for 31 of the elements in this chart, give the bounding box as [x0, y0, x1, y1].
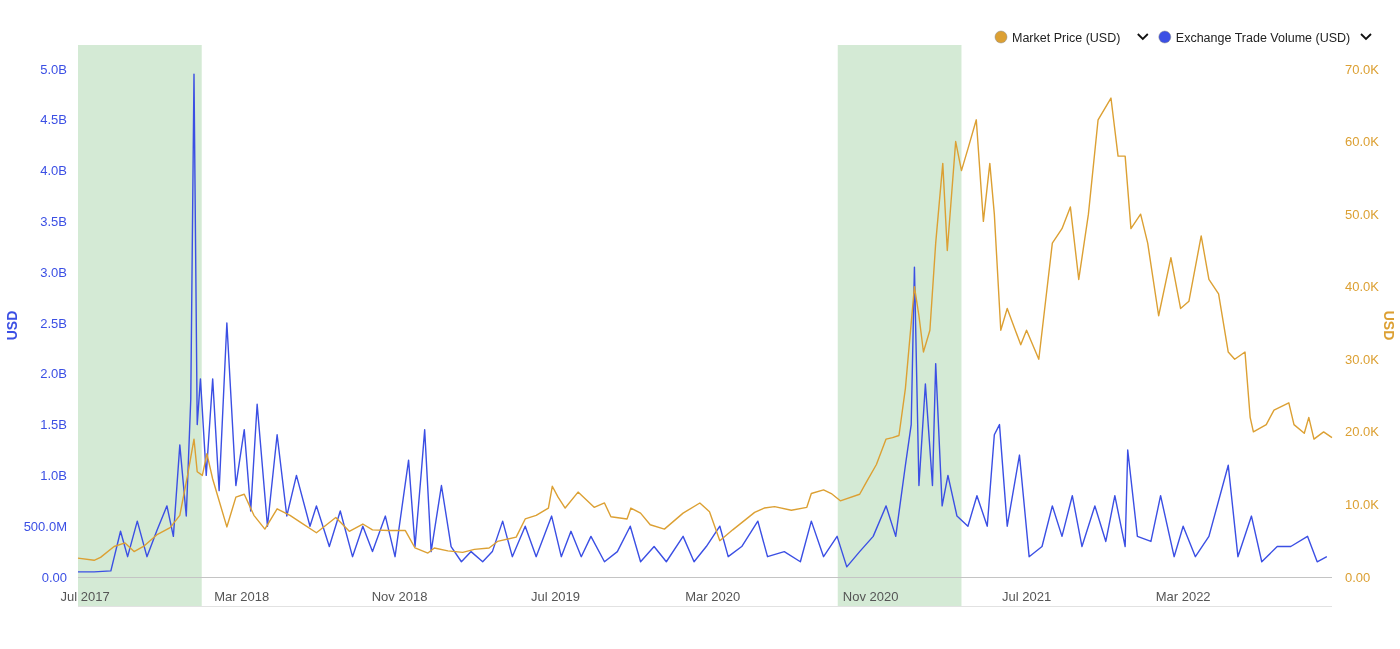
y-axis-title: USD [4, 310, 20, 341]
y2-tick-label: 20.0K [1345, 424, 1380, 440]
y-tick-label: 4.0B [40, 163, 67, 179]
y2-tick-label: 30.0K [1345, 351, 1380, 367]
y-tick-label: 4.5B [40, 112, 67, 128]
y2-tick-label: 0.00 [1345, 569, 1371, 585]
legend-label: Market Price (USD) [1012, 31, 1121, 45]
y2-tick-label: 40.0K [1345, 279, 1380, 295]
x-tick-label: Nov 2020 [842, 589, 899, 604]
x-tick-label: Mar 2018 [214, 589, 270, 604]
x-tick-label: Nov 2018 [371, 589, 428, 604]
y-tick-label: 500.0M [23, 518, 67, 534]
y2-tick-label: 10.0K [1345, 496, 1380, 512]
y2-tick-label: 50.0K [1345, 206, 1380, 222]
y-tick-label: 3.0B [40, 264, 67, 280]
y-tick-label: 1.0B [40, 467, 67, 483]
y-tick-label: 2.0B [40, 366, 67, 382]
y-tick-label: 1.5B [40, 417, 67, 433]
y-tick-label: 2.5B [40, 315, 67, 331]
x-tick-label: Mar 2022 [1155, 589, 1211, 604]
x-tick-label: Jul 2019 [530, 589, 581, 604]
x-tick-label: Jul 2021 [1001, 589, 1052, 604]
x-tick-label: Jul 2017 [60, 589, 110, 604]
y2-tick-label: 70.0K [1345, 61, 1380, 77]
y2-axis-title: USD [1381, 310, 1397, 341]
x-tick-label: Mar 2020 [685, 589, 741, 604]
y-tick-label: 3.5B [40, 213, 67, 229]
y-tick-label: 0.00 [41, 569, 67, 585]
legend-label: Exchange Trade Volume (USD) [1175, 31, 1351, 45]
y2-tick-label: 60.0K [1345, 134, 1380, 150]
y-tick-label: 5.0B [40, 61, 67, 77]
